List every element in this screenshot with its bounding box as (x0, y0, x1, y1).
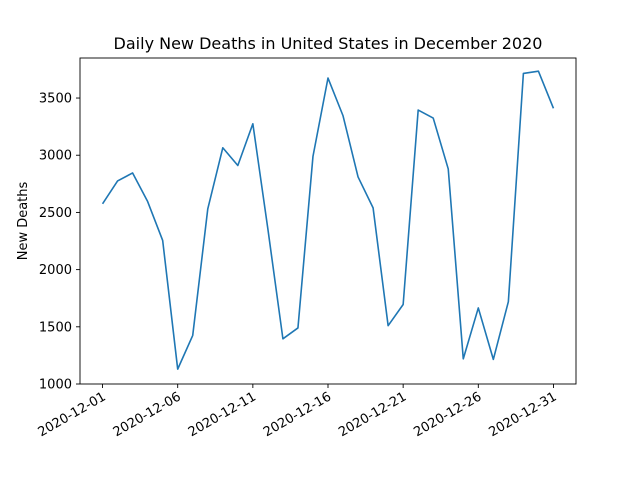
x-tick-label: 2020-12-01 (36, 389, 109, 440)
x-tick-label: 2020-12-16 (261, 389, 334, 440)
chart-title: Daily New Deaths in United States in Dec… (114, 34, 543, 53)
y-tick-label: 2000 (39, 263, 72, 278)
data-line (101, 70, 555, 370)
y-tick-label: 3500 (39, 92, 72, 107)
x-tick-label: 2020-12-11 (186, 389, 259, 440)
x-tick-label: 2020-12-06 (111, 389, 184, 440)
x-tick-label: 2020-12-31 (487, 389, 560, 440)
y-tick-label: 1000 (39, 378, 72, 393)
y-tick-label: 3000 (39, 149, 72, 164)
x-tick-label: 2020-12-21 (336, 389, 409, 440)
x-tick-label: 2020-12-26 (411, 389, 484, 440)
y-tick-label: 1500 (39, 320, 72, 335)
y-tick-label: 2500 (39, 206, 72, 221)
y-axis-label: New Deaths (16, 181, 31, 260)
